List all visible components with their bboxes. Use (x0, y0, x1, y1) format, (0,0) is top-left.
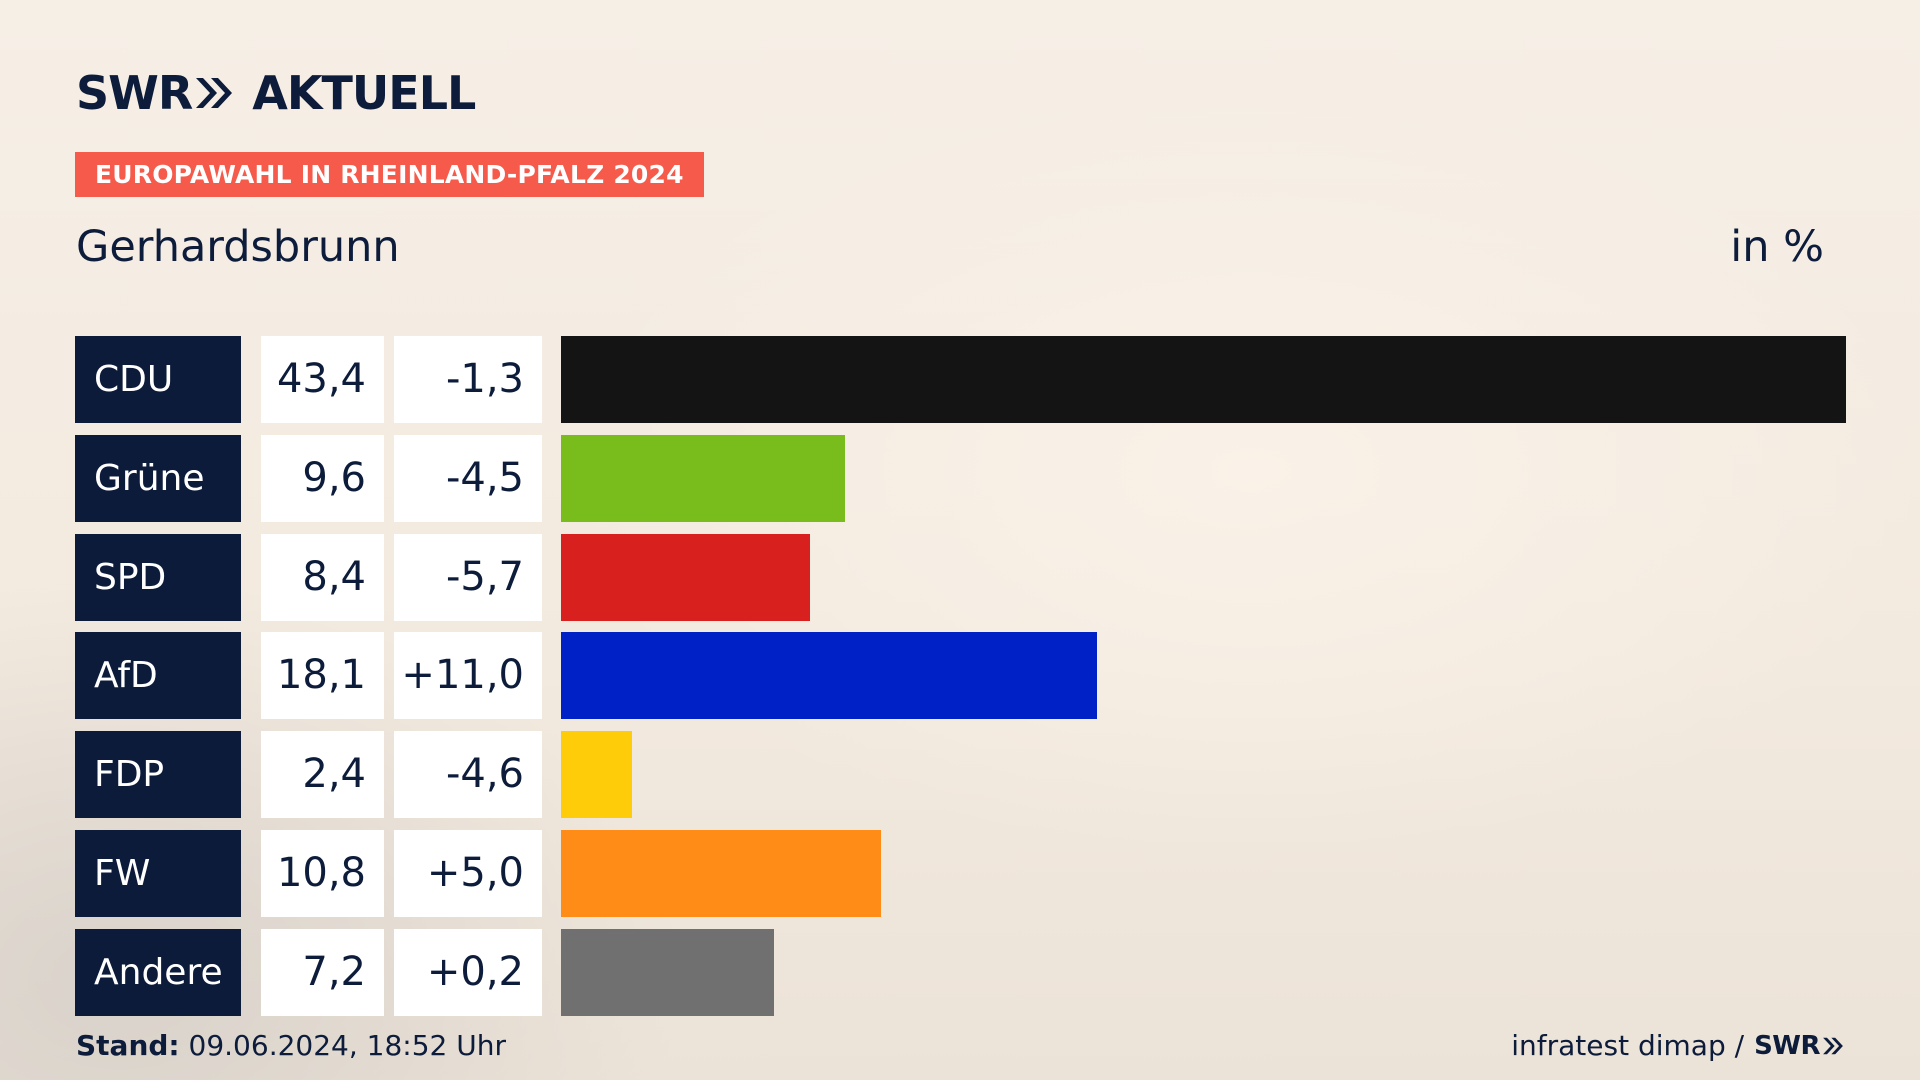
diff-value: -1,3 (394, 336, 542, 423)
share-bar (561, 534, 810, 621)
source-credit: infratest dimap / SWR (1511, 1029, 1844, 1062)
diff-value: +5,0 (394, 830, 542, 917)
share-value: 7,2 (261, 929, 384, 1016)
party-label: AfD (75, 632, 241, 719)
party-label: Andere (75, 929, 241, 1016)
result-row: AfD 18,1 +11,0 (0, 632, 1920, 719)
party-label: SPD (75, 534, 241, 621)
stand-label: Stand: (76, 1029, 180, 1062)
logo-name: AKTUELL (252, 66, 476, 120)
result-row: Grüne 9,6 -4,5 (0, 435, 1920, 522)
diff-value: -5,7 (394, 534, 542, 621)
party-label: FDP (75, 731, 241, 818)
party-label: CDU (75, 336, 241, 423)
election-badge: EUROPAWAHL IN RHEINLAND-PFALZ 2024 (75, 152, 704, 197)
diff-value: -4,6 (394, 731, 542, 818)
logo-brand: SWR (76, 66, 193, 120)
share-bar (561, 435, 845, 522)
result-row: CDU 43,4 -1,3 (0, 336, 1920, 423)
share-value: 18,1 (261, 632, 384, 719)
party-label: Grüne (75, 435, 241, 522)
source-text: infratest dimap / (1511, 1029, 1745, 1062)
source-brand: SWR (1754, 1030, 1820, 1061)
region-title: Gerhardsbrunn (76, 222, 400, 272)
share-value: 2,4 (261, 731, 384, 818)
share-value: 10,8 (261, 830, 384, 917)
swr-aktuell-logo: SWR AKTUELL (76, 66, 476, 120)
diff-value: +0,2 (394, 929, 542, 1016)
party-label: FW (75, 830, 241, 917)
share-bar (561, 336, 1846, 423)
result-row: SPD 8,4 -5,7 (0, 534, 1920, 621)
share-value: 8,4 (261, 534, 384, 621)
share-bar (561, 731, 632, 818)
share-value: 43,4 (261, 336, 384, 423)
share-value: 9,6 (261, 435, 384, 522)
timestamp: Stand: 09.06.2024, 18:52 Uhr (76, 1029, 506, 1062)
double-chevron-icon (194, 76, 234, 110)
share-bar (561, 830, 881, 917)
result-row: FDP 2,4 -4,6 (0, 731, 1920, 818)
result-row: Andere 7,2 +0,2 (0, 929, 1920, 1016)
share-bar (561, 632, 1097, 719)
unit-label: in % (1730, 222, 1824, 272)
result-row: FW 10,8 +5,0 (0, 830, 1920, 917)
diff-value: +11,0 (394, 632, 542, 719)
stand-value: 09.06.2024, 18:52 Uhr (188, 1029, 506, 1062)
diff-value: -4,5 (394, 435, 542, 522)
swr-small-logo: SWR (1754, 1031, 1844, 1061)
double-chevron-small-icon (1823, 1037, 1843, 1054)
share-bar (561, 929, 774, 1016)
